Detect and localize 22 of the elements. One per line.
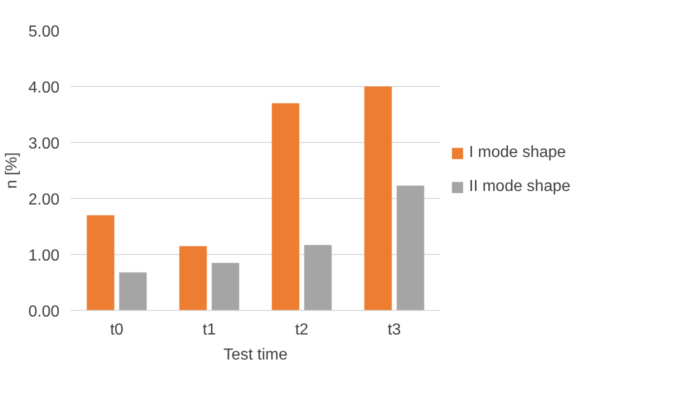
bar <box>119 272 147 310</box>
y-axis-title: n [%] <box>3 152 20 189</box>
legend-label: II mode shape <box>469 178 572 196</box>
y-tick-label: 4.00 <box>28 80 60 96</box>
x-tick-label: t1 <box>202 322 216 338</box>
y-tick-label: 0.00 <box>28 304 60 320</box>
x-tick-label: t0 <box>110 322 124 338</box>
x-axis-title: Test time <box>223 346 288 364</box>
bar <box>396 186 424 310</box>
y-tick-label: 1.00 <box>28 248 60 264</box>
bar <box>86 215 114 310</box>
legend-label: I mode shape <box>469 144 567 162</box>
x-tick-label: t2 <box>295 322 309 338</box>
y-tick-label: 5.00 <box>28 24 60 40</box>
bar <box>364 86 392 310</box>
x-tick-label: t3 <box>388 322 402 338</box>
bar <box>212 262 240 310</box>
bar <box>304 244 332 310</box>
bar <box>272 103 300 310</box>
bar <box>179 246 207 310</box>
y-tick-label: 3.00 <box>28 136 60 152</box>
y-tick-label: 2.00 <box>28 192 60 208</box>
